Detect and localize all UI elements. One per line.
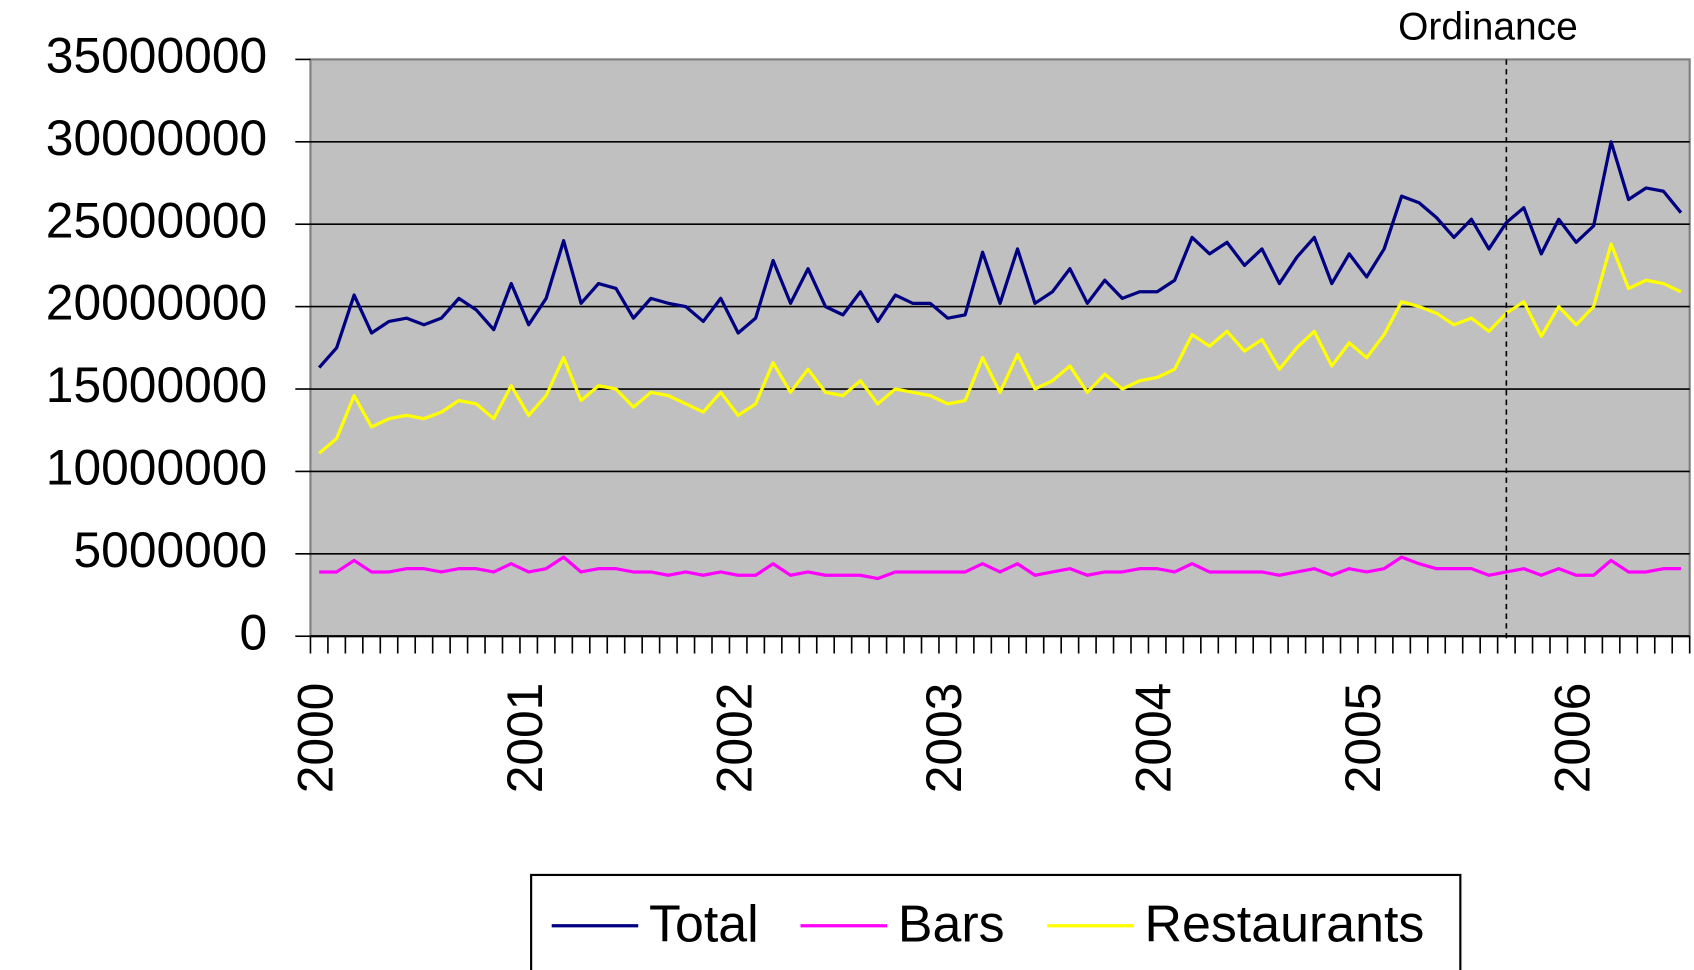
x-tick-label: 2004 — [1125, 683, 1181, 794]
x-tick-label: 2005 — [1335, 683, 1391, 794]
legend-label: Bars — [898, 895, 1005, 953]
legend-label: Total — [649, 895, 759, 953]
y-tick-label: 25000000 — [46, 192, 267, 248]
x-tick-label: 2001 — [497, 683, 553, 794]
y-tick-label: 5000000 — [73, 522, 267, 578]
series-line — [319, 555, 1681, 581]
y-tick-label: 30000000 — [46, 110, 267, 166]
x-tick-label: 2002 — [706, 683, 762, 794]
plot-area — [309, 58, 1691, 638]
x-tick-label: 2006 — [1544, 683, 1600, 794]
series-line — [317, 140, 1683, 369]
series-line — [318, 242, 1682, 455]
y-tick-label: 35000000 — [46, 28, 267, 84]
y-tick-label: 15000000 — [46, 357, 267, 413]
y-tick-label: 10000000 — [46, 440, 267, 496]
legend-box — [530, 873, 1462, 970]
x-tick-label: 2000 — [287, 683, 343, 794]
x-tick-label: 2003 — [916, 683, 972, 794]
y-tick-label: 20000000 — [46, 275, 267, 331]
annotation-label: Ordinance — [1398, 5, 1578, 48]
legend-label: Restaurants — [1144, 895, 1424, 953]
y-tick-label: 0 — [240, 604, 268, 660]
